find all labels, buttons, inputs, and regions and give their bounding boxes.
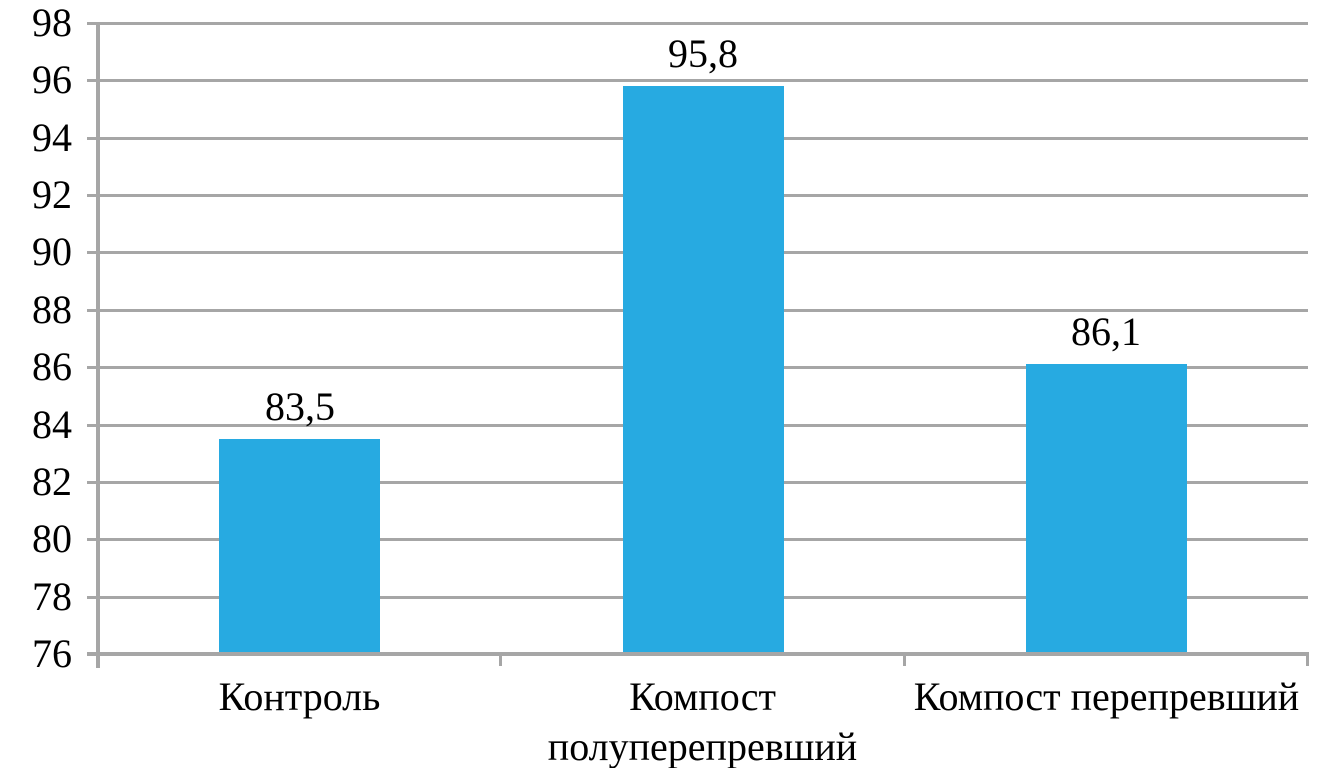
y-axis-tick [87, 22, 98, 25]
y-axis-tick-label: 94 [32, 115, 72, 160]
y-axis-tick-label: 82 [32, 459, 72, 504]
x-axis-tick [903, 652, 906, 666]
bar-value-label: 95,8 [668, 31, 738, 76]
y-axis-tick-label: 84 [32, 402, 72, 447]
y-axis-tick-label: 78 [32, 574, 72, 619]
y-axis-tick-label: 90 [32, 229, 72, 274]
bar-3 [1026, 364, 1187, 654]
y-axis-tick [87, 424, 98, 427]
gridline [98, 22, 1308, 25]
y-axis-tick [87, 596, 98, 599]
y-axis-tick-label: 76 [32, 631, 72, 676]
bar-value-label: 86,1 [1071, 309, 1141, 354]
y-axis-tick [87, 79, 98, 82]
gridline [98, 79, 1308, 82]
x-axis-category-label: Компост перепревший [913, 674, 1300, 719]
y-axis-tick [87, 481, 98, 484]
y-axis-tick [87, 137, 98, 140]
y-axis-tick-label: 98 [32, 0, 72, 45]
y-axis-line [96, 23, 100, 668]
y-axis-tick [87, 366, 98, 369]
y-axis-tick-label: 86 [32, 344, 72, 389]
x-axis-line [87, 652, 1308, 656]
y-axis-tick [87, 309, 98, 312]
x-axis-category-label: Компост полуперепревший [547, 674, 858, 768]
x-axis-tick [1306, 652, 1309, 666]
bar-1 [219, 439, 380, 654]
x-axis-tick [499, 652, 502, 666]
y-axis-tick-label: 88 [32, 287, 72, 332]
x-axis-category-label: Контроль [218, 674, 381, 719]
y-axis-tick [87, 194, 98, 197]
y-axis-tick-label: 96 [32, 57, 72, 102]
y-axis-tick [87, 251, 98, 254]
bar-value-label: 83,5 [265, 384, 335, 429]
y-axis-tick-label: 92 [32, 172, 72, 217]
y-axis-tick-label: 80 [32, 516, 72, 561]
bar-2 [623, 86, 784, 654]
y-axis-tick [87, 538, 98, 541]
